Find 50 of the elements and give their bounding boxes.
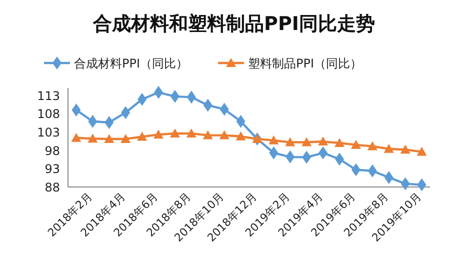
y-tick-label: 88 bbox=[44, 180, 60, 194]
point bbox=[154, 130, 164, 139]
point bbox=[186, 90, 196, 104]
point bbox=[384, 144, 394, 153]
point bbox=[236, 131, 246, 140]
point bbox=[318, 146, 328, 160]
point bbox=[400, 144, 410, 154]
point bbox=[71, 132, 82, 142]
y-tick-label: 113 bbox=[37, 88, 60, 103]
point bbox=[202, 130, 213, 140]
point bbox=[318, 136, 328, 146]
point bbox=[220, 102, 229, 116]
point bbox=[351, 163, 360, 176]
point bbox=[286, 150, 295, 164]
point bbox=[350, 140, 361, 149]
point bbox=[88, 114, 98, 128]
point bbox=[88, 134, 98, 143]
point bbox=[268, 135, 279, 144]
point bbox=[302, 137, 312, 146]
point bbox=[170, 90, 180, 103]
point bbox=[417, 178, 426, 192]
chart-title: 合成材料和塑料制品PPI同比走势 bbox=[92, 13, 375, 35]
point bbox=[334, 138, 344, 147]
point bbox=[121, 106, 130, 120]
point bbox=[186, 128, 196, 138]
point bbox=[269, 146, 278, 160]
point bbox=[416, 146, 427, 156]
y-tick-label: 93 bbox=[44, 162, 60, 176]
point bbox=[219, 130, 230, 140]
point bbox=[400, 177, 410, 190]
point bbox=[236, 114, 246, 128]
point bbox=[104, 134, 114, 143]
y-tick-label: 103 bbox=[37, 126, 60, 140]
point bbox=[138, 92, 147, 106]
point bbox=[368, 164, 377, 178]
point bbox=[72, 104, 81, 116]
point bbox=[302, 150, 312, 164]
point bbox=[285, 137, 296, 146]
y-tick-label: 98 bbox=[44, 144, 60, 158]
point bbox=[120, 134, 131, 143]
point bbox=[252, 134, 262, 143]
point bbox=[170, 128, 180, 138]
y-tick-label: 108 bbox=[37, 107, 60, 122]
point bbox=[384, 170, 394, 184]
point bbox=[203, 98, 212, 112]
point bbox=[367, 141, 378, 150]
legend-label: 塑料制品PPI（同比） bbox=[248, 56, 362, 70]
legend-label: 合成材料PPI（同比） bbox=[74, 56, 188, 70]
point bbox=[137, 132, 148, 141]
point bbox=[104, 116, 114, 129]
